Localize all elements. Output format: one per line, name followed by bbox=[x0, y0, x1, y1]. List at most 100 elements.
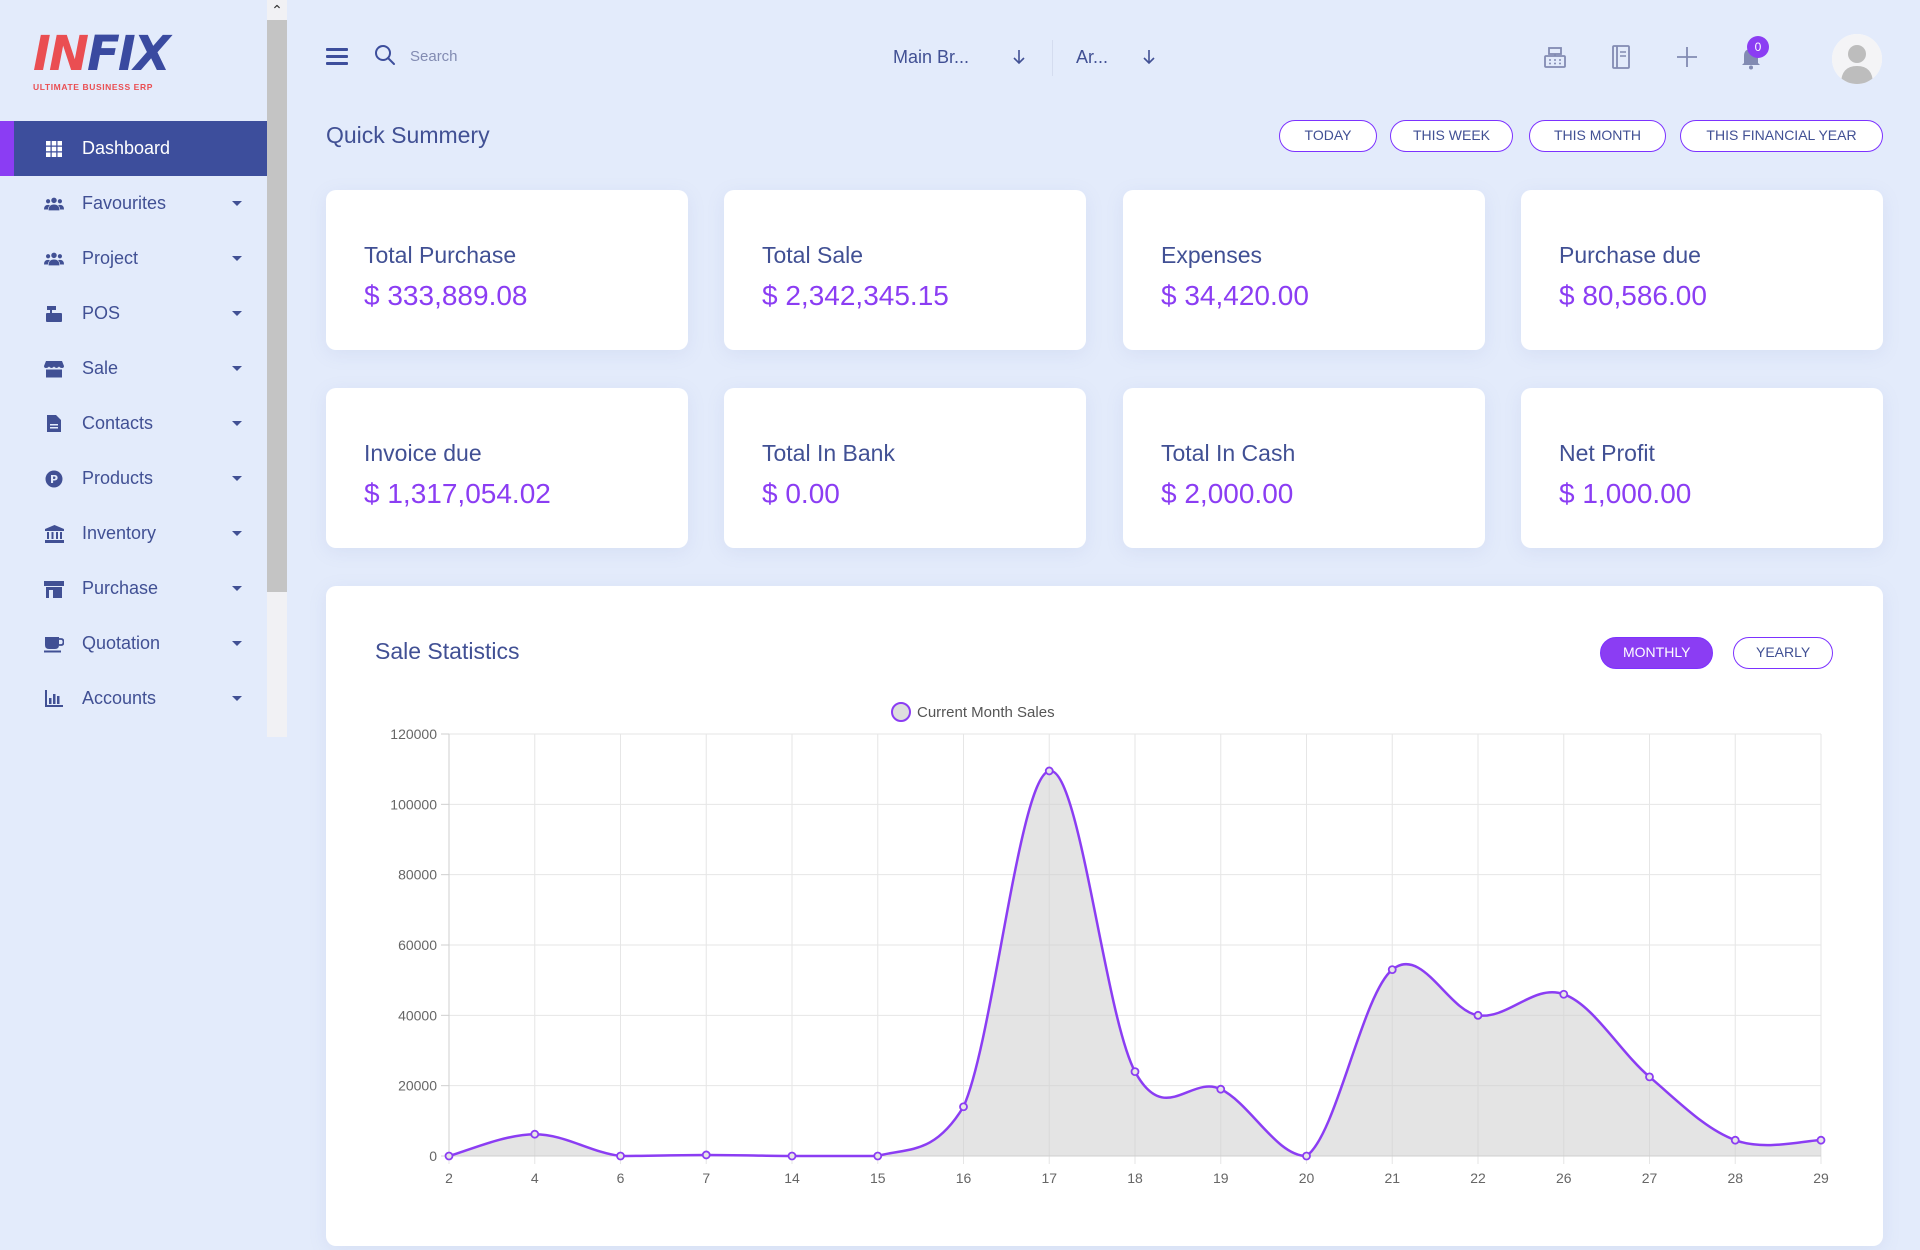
series-area bbox=[449, 770, 1821, 1156]
header-divider bbox=[1052, 40, 1053, 76]
yearly-toggle-button[interactable]: YEARLY bbox=[1733, 637, 1834, 669]
sidebar-item-favourites[interactable]: Favourites bbox=[0, 176, 267, 231]
sidebar-item-pos[interactable]: POS bbox=[0, 286, 267, 341]
notebook-icon[interactable] bbox=[1606, 42, 1636, 72]
user-avatar-icon bbox=[1832, 34, 1882, 84]
search-icon[interactable] bbox=[373, 43, 397, 67]
data-point bbox=[873, 1151, 883, 1161]
caret-down-icon bbox=[232, 201, 242, 206]
x-tick-label: 15 bbox=[870, 1170, 886, 1186]
sidebar-item-sale[interactable]: Sale bbox=[0, 341, 267, 396]
x-tick-label: 22 bbox=[1470, 1170, 1486, 1186]
plus-icon[interactable] bbox=[1672, 42, 1702, 72]
x-tick-label: 2 bbox=[445, 1170, 453, 1186]
x-tick-label: 18 bbox=[1127, 1170, 1143, 1186]
arrow-down-icon[interactable] bbox=[1140, 48, 1158, 66]
summary-card-total-in-cash: Total In Cash $ 2,000.00 bbox=[1123, 388, 1485, 548]
card-value: $ 2,000.00 bbox=[1161, 478, 1294, 509]
y-tick-label: 20000 bbox=[398, 1078, 437, 1094]
card-label: Invoice due bbox=[364, 440, 482, 466]
y-tick-label: 80000 bbox=[398, 867, 437, 883]
data-point bbox=[616, 1151, 625, 1161]
data-point bbox=[1730, 1135, 1740, 1145]
filter-this-week-button[interactable]: THIS WEEK bbox=[1390, 120, 1513, 152]
sidebar-item-label: Favourites bbox=[82, 193, 167, 213]
legend-label: Current Month Sales bbox=[917, 704, 1055, 721]
sidebar-item-inventory[interactable]: Inventory bbox=[0, 506, 267, 561]
branch-select[interactable]: Main Br... bbox=[893, 47, 970, 67]
menu-toggle-icon[interactable] bbox=[326, 48, 348, 65]
x-tick-label: 20 bbox=[1299, 1170, 1315, 1186]
sidebar-scrollbar-thumb[interactable] bbox=[267, 20, 287, 592]
sidebar-item-label: Contacts bbox=[82, 413, 154, 433]
card-label: Total In Cash bbox=[1161, 440, 1296, 466]
sidebar-item-label: Quotation bbox=[82, 633, 161, 653]
caret-down-icon bbox=[232, 531, 242, 536]
card-value: $ 2,342,345.15 bbox=[762, 280, 949, 311]
y-tick-label: 100000 bbox=[390, 796, 437, 812]
summary-card-total-sale: Total Sale $ 2,342,345.15 bbox=[724, 190, 1086, 350]
card-label: Net Profit bbox=[1559, 440, 1655, 466]
data-point bbox=[959, 1102, 968, 1112]
card-value: $ 80,586.00 bbox=[1559, 280, 1707, 311]
store-icon bbox=[44, 359, 64, 379]
shop-icon bbox=[44, 579, 64, 599]
monthly-toggle-button[interactable]: MONTHLY bbox=[1600, 637, 1714, 669]
data-point bbox=[1302, 1151, 1311, 1161]
sidebar-item-label: Products bbox=[82, 468, 154, 488]
sidebar-item-label: Accounts bbox=[82, 688, 157, 708]
card-value: $ 1,000.00 bbox=[1559, 478, 1692, 509]
caret-down-icon bbox=[232, 641, 242, 646]
sidebar-item-label: Dashboard bbox=[82, 138, 171, 158]
data-point bbox=[787, 1151, 797, 1161]
arrow-down-icon[interactable] bbox=[1010, 48, 1028, 66]
sidebar-item-purchase[interactable]: Purchase bbox=[0, 561, 267, 616]
area-select[interactable]: Ar... bbox=[1076, 47, 1109, 67]
summary-card-invoice-due: Invoice due $ 1,317,054.02 bbox=[326, 388, 688, 548]
data-point bbox=[444, 1151, 454, 1161]
card-label: Purchase due bbox=[1559, 242, 1701, 268]
bar-chart-icon bbox=[44, 689, 64, 709]
y-tick-label: 40000 bbox=[398, 1007, 437, 1023]
sidebar-item-contacts[interactable]: Contacts bbox=[0, 396, 267, 451]
sidebar-item-label: Sale bbox=[82, 358, 119, 378]
caret-down-icon bbox=[232, 476, 242, 481]
y-tick-label: 0 bbox=[429, 1148, 437, 1164]
sale-statistics-chart: 0 20000 40000 60000 80000 100000 120000 2 4 6 7 14 1… bbox=[390, 702, 1829, 1186]
sidebar-item-quotation[interactable]: Quotation bbox=[0, 616, 267, 671]
sidebar: INFIX ULTIMATE BUSINESS ERP Dashboard Fav… bbox=[0, 0, 267, 737]
x-tick-label: 28 bbox=[1727, 1170, 1743, 1186]
infix-logo[interactable]: INFIX ULTIMATE BUSINESS ERP bbox=[33, 28, 183, 93]
search-input[interactable] bbox=[410, 44, 740, 68]
scroll-up-icon[interactable]: ⌃ bbox=[271, 2, 283, 18]
cash-register-icon[interactable] bbox=[1540, 42, 1570, 72]
sidebar-menu: Dashboard Favourites Project POS Sale Contact… bbox=[0, 121, 267, 726]
summary-card-total-purchase: Total Purchase $ 333,889.08 bbox=[326, 190, 688, 350]
x-tick-label: 21 bbox=[1384, 1170, 1400, 1186]
filter-this-month-button[interactable]: THIS MONTH bbox=[1529, 120, 1666, 152]
card-label: Total In Bank bbox=[762, 440, 895, 466]
filter-today-button[interactable]: TODAY bbox=[1279, 120, 1377, 152]
data-point bbox=[1044, 766, 1054, 776]
x-tick-label: 6 bbox=[617, 1170, 625, 1186]
summary-card-total-in-bank: Total In Bank $ 0.00 bbox=[724, 388, 1086, 548]
data-point bbox=[1216, 1084, 1226, 1094]
data-point bbox=[1816, 1135, 1826, 1145]
sidebar-item-dashboard[interactable]: Dashboard bbox=[0, 121, 267, 176]
x-tick-label: 4 bbox=[531, 1170, 539, 1186]
card-value: $ 34,420.00 bbox=[1161, 280, 1309, 311]
x-tick-label: 14 bbox=[784, 1170, 800, 1186]
sidebar-item-project[interactable]: Project bbox=[0, 231, 267, 286]
sidebar-item-accounts[interactable]: Accounts bbox=[0, 671, 267, 726]
x-tick-label: 7 bbox=[702, 1170, 710, 1186]
card-value: $ 1,317,054.02 bbox=[364, 478, 551, 509]
filter-this-financial-year-button[interactable]: THIS FINANCIAL YEAR bbox=[1680, 120, 1883, 152]
document-icon bbox=[44, 414, 64, 434]
sidebar-item-label: Inventory bbox=[82, 523, 157, 543]
sidebar-item-products[interactable]: P Products bbox=[0, 451, 267, 506]
caret-down-icon bbox=[232, 586, 242, 591]
users-icon bbox=[44, 249, 64, 269]
x-tick-label: 29 bbox=[1813, 1170, 1829, 1186]
logo-wordmark: INFIX bbox=[33, 26, 171, 82]
avatar[interactable] bbox=[1832, 34, 1882, 84]
